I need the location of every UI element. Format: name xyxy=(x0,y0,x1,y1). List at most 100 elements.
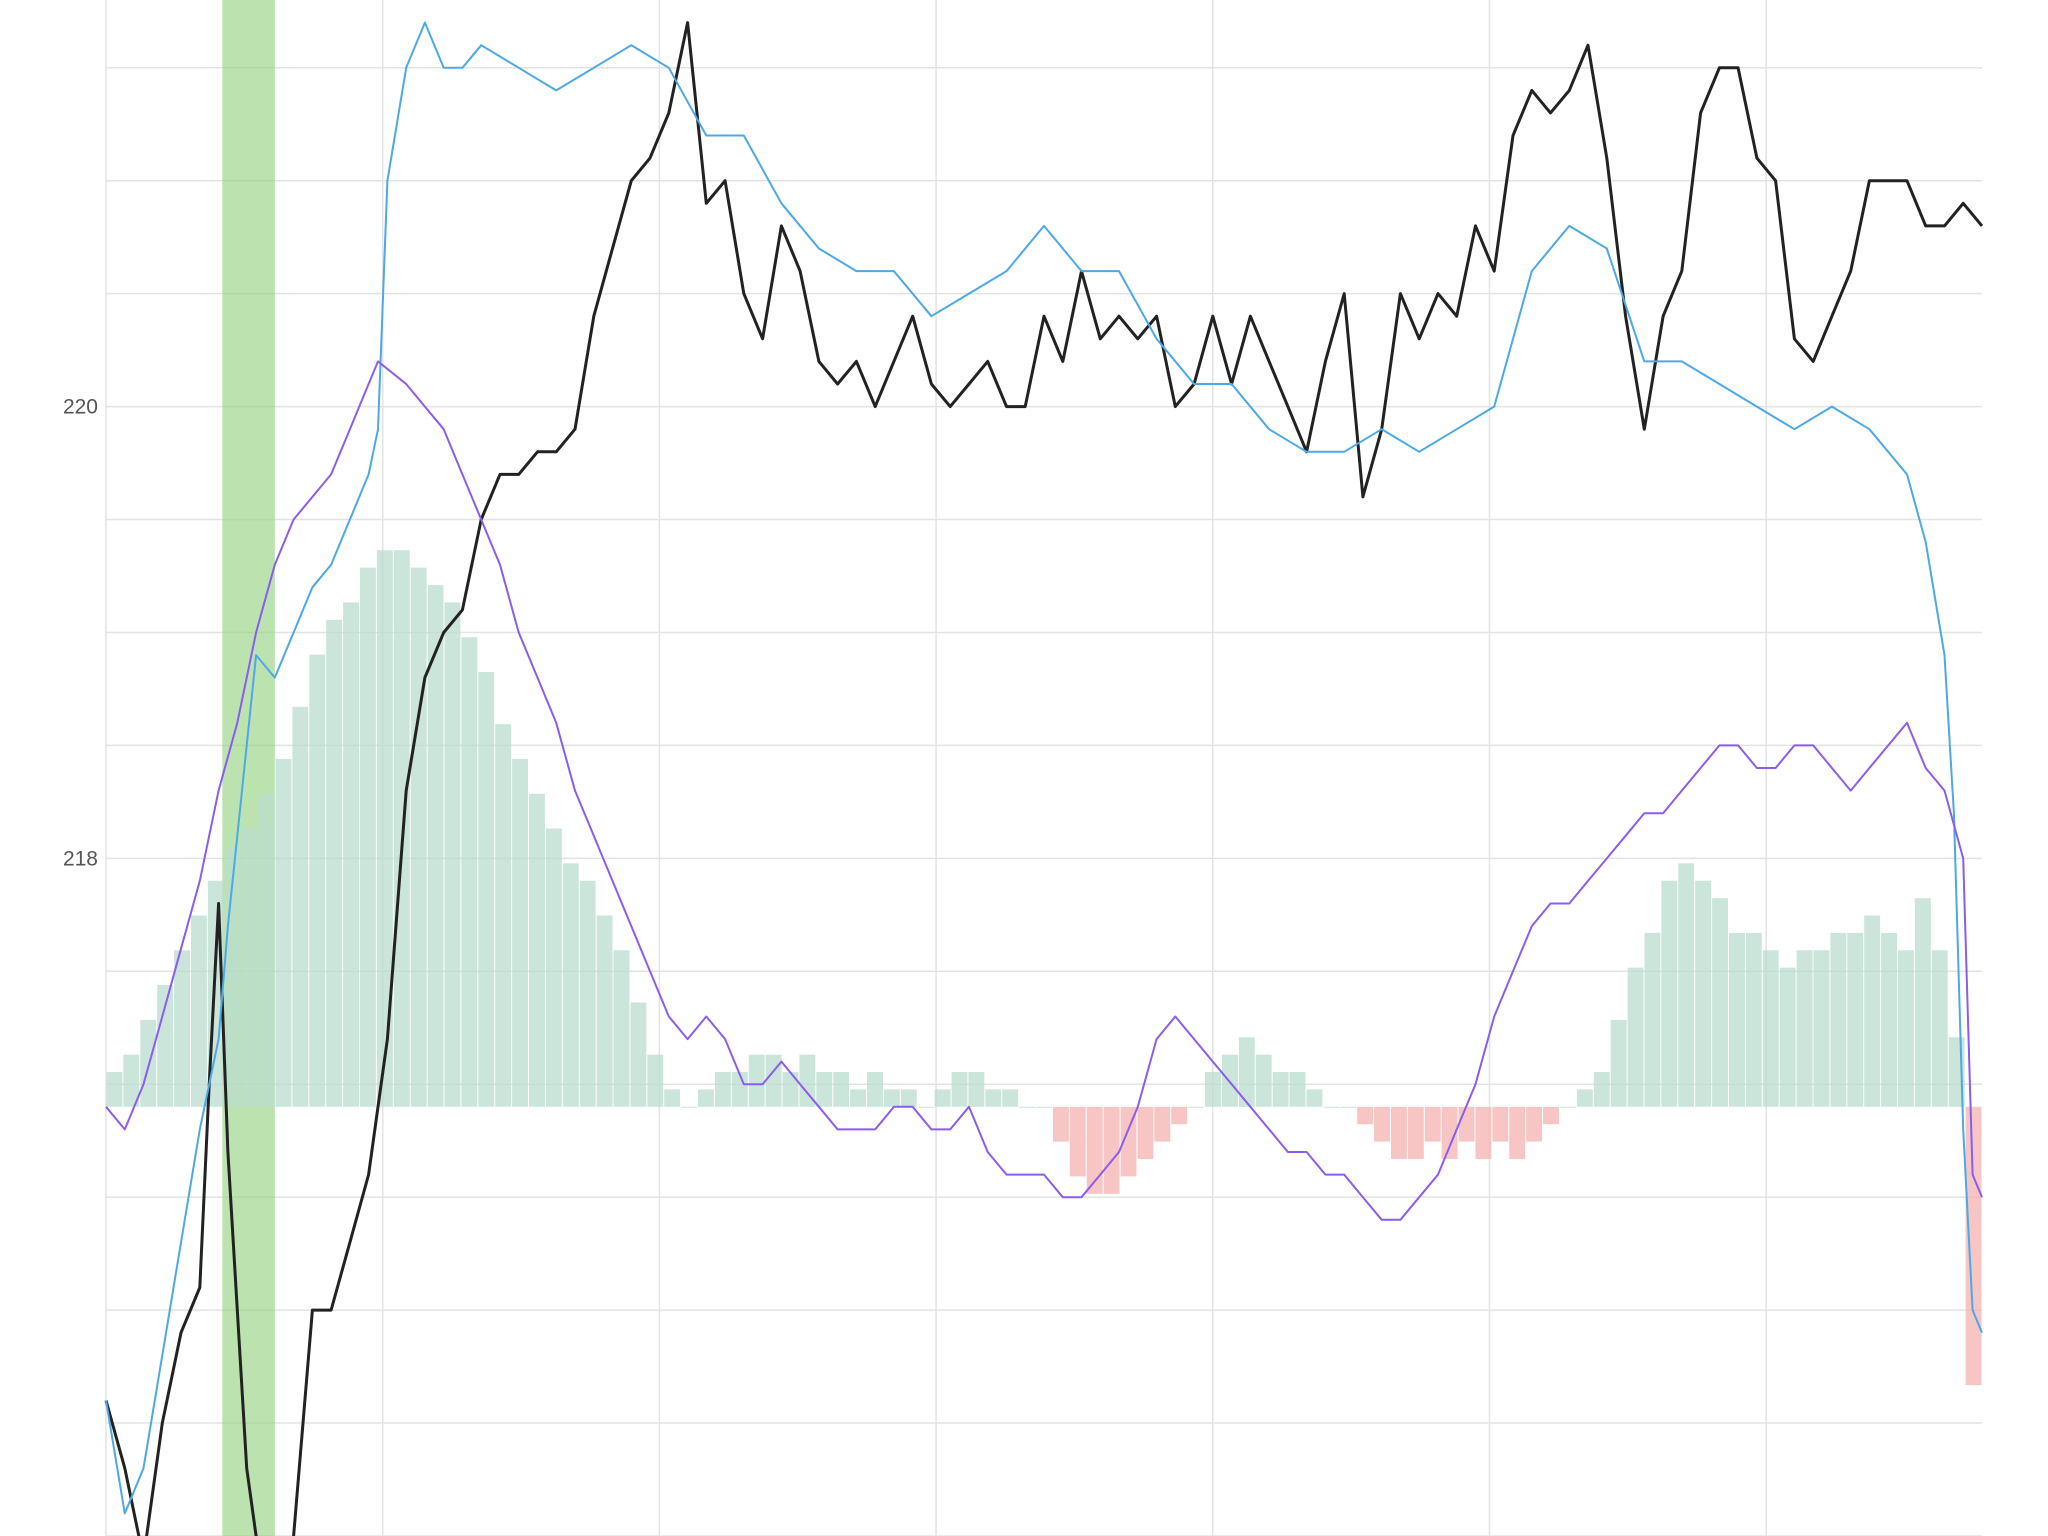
histogram-bar xyxy=(1255,1054,1272,1107)
histogram-bar xyxy=(630,1002,647,1107)
histogram-bar xyxy=(1407,1106,1424,1160)
series-line xyxy=(105,21,1983,1515)
series-lines xyxy=(104,21,1984,1536)
histogram-bar xyxy=(1779,967,1796,1107)
histogram-bar xyxy=(326,619,343,1107)
histogram-bar xyxy=(731,1072,748,1107)
histogram-bar xyxy=(1762,950,1779,1107)
histogram-bar xyxy=(1627,967,1644,1107)
histogram-bar xyxy=(1357,1106,1374,1125)
histogram-bar xyxy=(1492,1106,1509,1142)
histogram-bar xyxy=(1205,1072,1221,1107)
histogram-bar xyxy=(360,567,376,1107)
histogram-bar xyxy=(545,828,562,1107)
histogram-bar xyxy=(748,1054,765,1107)
histogram-bar xyxy=(664,1089,681,1107)
histogram-bar xyxy=(343,602,360,1107)
histogram-bar xyxy=(1458,1106,1475,1142)
histogram-bar xyxy=(1323,1106,1340,1108)
histogram-bar xyxy=(1576,1089,1593,1107)
histogram-bar xyxy=(1593,1072,1610,1107)
histogram-bar xyxy=(1881,932,1897,1107)
histogram-bar xyxy=(1272,1072,1289,1107)
histogram-bar xyxy=(1914,898,1931,1107)
histogram-bar xyxy=(444,602,461,1107)
histogram-bar xyxy=(1728,932,1745,1107)
histogram-bar xyxy=(1931,950,1948,1107)
histogram-bar xyxy=(1526,1106,1543,1142)
highlight-band xyxy=(222,0,275,1536)
histogram-bar xyxy=(1559,1106,1576,1108)
histogram-bar xyxy=(140,1019,157,1107)
histogram-bar xyxy=(1678,863,1695,1107)
histogram-bar xyxy=(951,1072,968,1107)
histogram-bar xyxy=(1695,880,1712,1107)
histogram-bar xyxy=(1475,1106,1492,1160)
histogram-bar xyxy=(1509,1106,1526,1160)
series-line xyxy=(104,21,1984,1536)
highlight-band-rect xyxy=(222,0,275,1536)
histogram-bar xyxy=(579,880,596,1107)
histogram-bar xyxy=(934,1089,951,1107)
histogram-bar xyxy=(1712,898,1728,1107)
histogram-bar xyxy=(1796,950,1813,1107)
histogram-bar xyxy=(867,1072,883,1107)
histogram-bar xyxy=(191,915,207,1107)
histogram-bar xyxy=(681,1106,698,1108)
series-line xyxy=(105,360,1983,1221)
histogram-bar xyxy=(1813,950,1830,1107)
histogram-bar xyxy=(1086,1106,1103,1194)
y-axis-ticks: 218 220 xyxy=(63,396,98,871)
histogram-bar xyxy=(1188,1106,1205,1108)
histogram-bar xyxy=(1052,1106,1069,1142)
histogram-bar xyxy=(1897,950,1914,1107)
histogram-bar xyxy=(968,1072,985,1107)
histogram-bar xyxy=(1340,1106,1357,1108)
histogram-bar xyxy=(1543,1106,1559,1125)
histogram-bar xyxy=(562,863,579,1107)
histogram-bar xyxy=(106,1072,123,1107)
histogram-bar xyxy=(529,793,545,1107)
histogram-bar xyxy=(376,550,393,1107)
histogram-bar xyxy=(782,1072,799,1107)
histogram-bar xyxy=(1137,1106,1154,1160)
histogram-bar xyxy=(427,585,444,1107)
histogram-bar xyxy=(765,1054,782,1107)
histogram-bar xyxy=(275,758,292,1107)
histogram-bar xyxy=(1171,1106,1188,1125)
histogram-bar xyxy=(1002,1089,1019,1107)
histogram-bar xyxy=(1745,932,1762,1107)
histogram-bar xyxy=(714,1072,731,1107)
y-tick-label: 218 xyxy=(63,847,98,870)
histogram-bar xyxy=(1120,1106,1137,1177)
histogram-bar xyxy=(1847,932,1864,1107)
histogram-bar xyxy=(1306,1089,1323,1107)
histogram-bar xyxy=(512,758,529,1107)
histogram-bar xyxy=(157,985,174,1107)
histogram-bar xyxy=(1238,1037,1255,1107)
histogram-bar xyxy=(1424,1106,1441,1142)
histogram-bar xyxy=(799,1054,816,1107)
histogram-bar xyxy=(613,950,630,1107)
histogram-bar xyxy=(816,1072,833,1107)
histogram-bar xyxy=(1036,1106,1052,1108)
histogram-bar xyxy=(1965,1106,1982,1386)
histogram-bar xyxy=(1103,1106,1120,1194)
histogram-bar xyxy=(1644,932,1661,1107)
histogram-bar xyxy=(1390,1106,1407,1160)
y-tick-label: 220 xyxy=(63,396,98,419)
histogram-bar xyxy=(292,706,309,1107)
histogram-bar xyxy=(900,1089,917,1107)
histogram-bar xyxy=(850,1089,867,1107)
histogram-bar xyxy=(309,654,326,1107)
histogram-bar xyxy=(883,1089,900,1107)
histogram-bar xyxy=(647,1054,664,1107)
histogram-bar xyxy=(1610,1019,1627,1107)
histogram-bar xyxy=(393,550,410,1107)
histogram-bar xyxy=(258,793,275,1107)
histogram-bar xyxy=(1069,1106,1086,1177)
histogram-bar xyxy=(495,724,512,1107)
histogram-bar xyxy=(241,828,258,1107)
